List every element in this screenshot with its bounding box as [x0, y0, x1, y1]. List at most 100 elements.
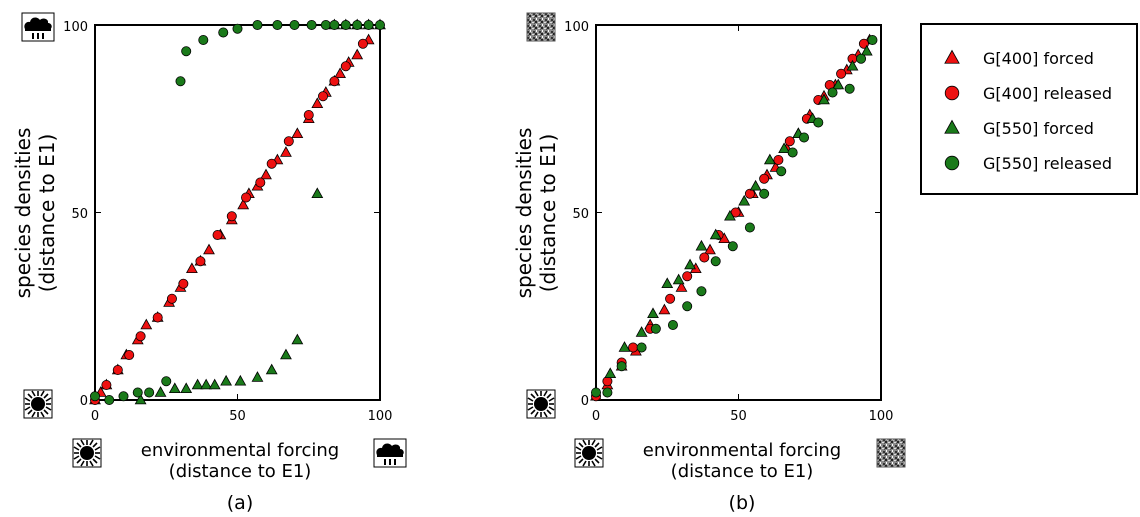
point-g400-forced [658, 303, 671, 315]
ylabel-b-line1: species densities [512, 128, 536, 299]
point-g550-forced [265, 363, 278, 375]
point-g550-released [181, 46, 192, 57]
panel-a: 100 50 0 0 50 100 species densities (dis… [11, 12, 407, 514]
point-g400-released [744, 188, 755, 199]
xtick-a-0: 0 [91, 409, 99, 424]
point-g550-released [710, 256, 721, 267]
point-g400-released [178, 278, 189, 289]
sun-icon [526, 389, 556, 419]
point-g550-forced [684, 258, 696, 270]
point-g550-forced [280, 348, 292, 360]
point-g400-forced [291, 127, 304, 139]
point-g400-released [665, 293, 676, 304]
point-g550-released [320, 19, 331, 30]
point-g550-released [218, 27, 229, 38]
point-g550-released [118, 391, 129, 402]
point-g400-released [699, 252, 710, 263]
point-g400-forced [675, 281, 688, 292]
point-g400-released [317, 91, 328, 102]
noise-pattern-icon [876, 438, 906, 468]
point-g400-released [303, 110, 314, 121]
panel-label-a: (a) [227, 492, 253, 514]
xtick-b-50: 50 [730, 409, 747, 424]
point-g550-forced [168, 382, 181, 394]
point-g550-released [616, 361, 627, 372]
point-g550-released [867, 35, 878, 46]
point-g550-released [161, 376, 172, 387]
ytick-a-100: 100 [63, 20, 88, 35]
point-g400-forced [280, 146, 292, 157]
xtick-a-100: 100 [368, 409, 393, 424]
ytick-a-0: 0 [80, 394, 88, 409]
point-g400-forced [334, 67, 347, 78]
xtick-b-100: 100 [869, 409, 894, 424]
point-g550-forced [647, 307, 659, 319]
xtick-b-0: 0 [592, 409, 600, 424]
point-g550-released [799, 132, 810, 143]
point-g550-forced [191, 378, 204, 390]
point-g550-released [352, 19, 363, 30]
point-g550-forced [208, 378, 221, 390]
ylabel-b-line2: (distance to E1) [536, 134, 560, 293]
point-g550-released [844, 83, 855, 94]
point-g400-released [135, 331, 146, 342]
rain-cloud-icon [21, 12, 55, 42]
point-g400-released [340, 61, 351, 72]
legend-marker [944, 85, 960, 101]
point-g400-released [255, 177, 266, 188]
point-g550-released [813, 117, 824, 128]
marks-b [590, 33, 878, 402]
point-g400-released [112, 364, 123, 375]
point-g550-forced [234, 374, 247, 386]
point-g400-released [602, 376, 613, 387]
point-g550-forced [618, 341, 631, 352]
point-g400-released [152, 312, 163, 323]
point-g400-released [784, 136, 795, 147]
point-g550-released [272, 19, 283, 30]
point-g400-forced [704, 243, 716, 255]
point-g550-released [827, 87, 838, 98]
point-g550-forced [220, 374, 233, 386]
point-g550-released [787, 147, 798, 158]
ylabel-a-line1: species densities [11, 128, 35, 299]
point-g550-forced [724, 209, 736, 221]
point-g400-released [759, 173, 770, 184]
point-g550-released [175, 76, 186, 87]
point-g400-released [166, 293, 177, 304]
point-g400-released [241, 192, 252, 203]
xlabel-b-line2: (distance to E1) [671, 461, 814, 482]
point-g550-forced [200, 378, 213, 390]
point-g400-forced [311, 97, 324, 108]
point-g550-released [776, 166, 787, 177]
legend-marker [944, 49, 960, 64]
xlabel-b-line1: environmental forcing [643, 440, 841, 461]
point-g550-forced [832, 78, 845, 90]
point-g550-released [602, 387, 613, 398]
ylabel-a-line2: (distance to E1) [35, 134, 59, 293]
point-g400-released [836, 68, 847, 79]
point-g550-forced [818, 93, 830, 105]
point-g550-forced [738, 194, 751, 206]
ytick-b-50: 50 [572, 207, 589, 222]
point-g550-forced [251, 371, 264, 382]
panel-label-b: (b) [729, 492, 756, 514]
point-g550-forced [709, 228, 722, 240]
point-g400-released [124, 349, 135, 360]
point-g400-forced [351, 48, 364, 60]
point-g550-released [132, 387, 143, 398]
point-g550-released [232, 23, 243, 34]
point-g400-forced [260, 168, 272, 180]
point-g550-forced [134, 393, 147, 405]
point-g550-released [759, 188, 770, 199]
point-g550-released [340, 19, 351, 30]
point-g550-forced [695, 239, 708, 251]
point-g550-released [289, 19, 300, 30]
point-g400-released [329, 76, 340, 87]
xlabel-a-line2: (distance to E1) [169, 461, 312, 482]
point-g400-released [283, 136, 294, 147]
legend-marker [944, 119, 960, 134]
sun-icon [574, 438, 604, 468]
xlabel-a-line1: environmental forcing [141, 440, 339, 461]
point-g400-released [266, 158, 277, 169]
point-g550-forced [291, 333, 304, 345]
